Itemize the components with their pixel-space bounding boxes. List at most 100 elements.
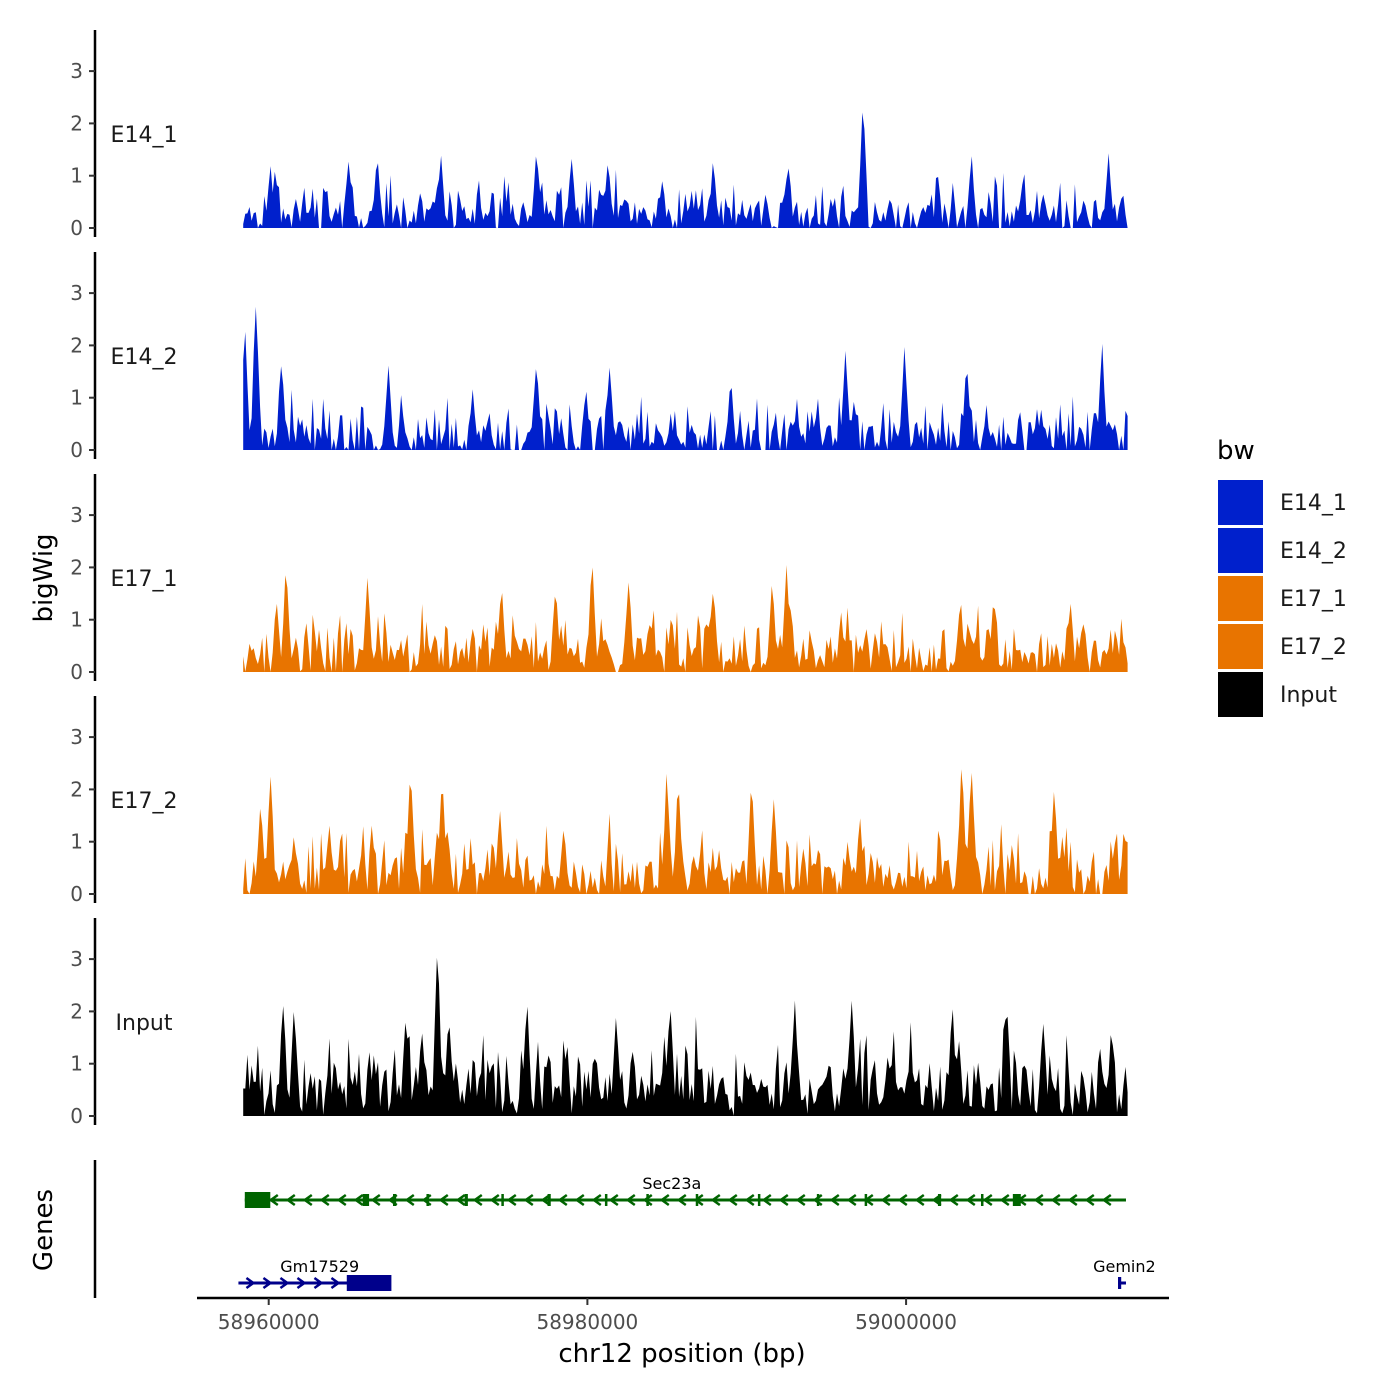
strand-arrow: [795, 1193, 806, 1207]
exon-block: [864, 1194, 868, 1206]
strand-arrow: [914, 1193, 925, 1207]
exon-block: [980, 1194, 984, 1206]
y-tick-label: 2: [70, 999, 83, 1023]
strand-arrow: [472, 1193, 483, 1207]
strand-arrow: [489, 1193, 500, 1207]
gene-label: Gemin2: [1093, 1257, 1156, 1276]
track-E14_1: 0 1 2 3 E14_1: [70, 30, 1128, 240]
track-label: E14_2: [111, 345, 178, 370]
x-tick-label: 58960000: [218, 1310, 320, 1334]
strand-arrow: [659, 1193, 670, 1207]
strand-arrow: [625, 1193, 636, 1207]
strand-arrow: [965, 1193, 976, 1207]
y-tick-label: 2: [70, 111, 83, 135]
strand-arrow: [557, 1193, 568, 1207]
strand-arrow: [744, 1193, 755, 1207]
bigwig-track-panels: 0 1 2 3 E14_1 0 1 2 3 E14_2 0 1 2 3 E17_1 0 1 2 3 E17_2 0 1 2 3…: [70, 30, 1128, 1128]
coverage-area-E14_2: [243, 306, 1128, 450]
y-tick-label: 3: [70, 59, 83, 83]
strand-arrow: [330, 1276, 341, 1290]
strand-arrow: [296, 1276, 307, 1290]
exon-block: [362, 1194, 370, 1206]
legend-swatch: [1218, 624, 1263, 669]
legend-swatch: [1218, 480, 1263, 525]
y-tick-label: 0: [70, 216, 83, 240]
exon-block: [1012, 1194, 1021, 1206]
legend-swatch: [1218, 672, 1263, 717]
legend-entry-Input: Input: [1218, 672, 1337, 717]
strand-arrow: [846, 1193, 857, 1207]
y-tick-label: 0: [70, 660, 83, 684]
genes-panel: Sec23a Gm17529 Gemin2: [93, 1160, 1156, 1298]
track-label: E14_1: [111, 123, 178, 148]
track-Input: 0 1 2 3 Input: [70, 918, 1128, 1128]
legend-entry-E17_1: E17_1: [1218, 576, 1347, 621]
legend-title: bw: [1217, 436, 1255, 466]
strand-arrow: [319, 1193, 330, 1207]
exon-block: [426, 1194, 429, 1206]
strand-arrow: [336, 1193, 347, 1207]
strand-arrow: [948, 1193, 959, 1207]
track-label: Input: [116, 1011, 173, 1036]
track-E17_2: 0 1 2 3 E17_2: [70, 696, 1128, 906]
strand-arrow: [506, 1193, 517, 1207]
y-tick-label: 1: [70, 830, 83, 854]
strand-arrow: [1033, 1193, 1044, 1207]
strand-arrow: [370, 1193, 381, 1207]
strand-arrow: [1067, 1193, 1078, 1207]
exon-block: [604, 1194, 608, 1206]
coverage-area-E17_1: [243, 565, 1128, 672]
exon-block: [695, 1194, 699, 1206]
track-label: E17_2: [111, 789, 178, 814]
strand-arrow: [897, 1193, 908, 1207]
strand-arrow: [404, 1193, 415, 1207]
exon-block: [1118, 1277, 1122, 1289]
y-tick-label: 0: [70, 1104, 83, 1128]
track-E14_2: 0 1 2 3 E14_2: [70, 252, 1128, 462]
gene-label: Sec23a: [642, 1174, 701, 1193]
strand-arrow: [285, 1193, 296, 1207]
y-tick-label: 3: [70, 281, 83, 305]
exon-block: [937, 1194, 942, 1206]
legend-entry-E14_2: E14_2: [1218, 528, 1347, 573]
exon-block: [346, 1275, 392, 1291]
y-tick-label: 2: [70, 333, 83, 357]
gene-Sec23a: Sec23a: [244, 1174, 1126, 1208]
y-tick-label: 3: [70, 503, 83, 527]
track-label: E17_1: [111, 567, 178, 592]
strand-arrow: [1050, 1193, 1061, 1207]
strand-arrow: [1101, 1193, 1112, 1207]
legend-swatch: [1218, 528, 1263, 573]
y-tick-label: 1: [70, 164, 83, 188]
x-axis: 58960000 58980000 59000000: [197, 1296, 1169, 1334]
legend-label: E17_2: [1280, 635, 1347, 660]
y-tick-label: 1: [70, 1052, 83, 1076]
strand-arrow: [279, 1276, 290, 1290]
legend-entry-E17_2: E17_2: [1218, 624, 1347, 669]
strand-arrow: [523, 1193, 534, 1207]
legend-entry-E14_1: E14_1: [1218, 480, 1347, 525]
strand-arrow: [245, 1276, 256, 1290]
y-axis-title: bigWig: [29, 533, 59, 622]
y-tick-label: 2: [70, 555, 83, 579]
strand-arrow: [778, 1193, 789, 1207]
exon-block: [501, 1194, 504, 1206]
exon-block: [816, 1194, 820, 1206]
legend-label: E17_1: [1280, 587, 1347, 612]
exon-block: [244, 1192, 271, 1208]
strand-arrow: [676, 1193, 687, 1207]
x-axis-title: chr12 position (bp): [558, 1339, 805, 1369]
y-tick-label: 1: [70, 608, 83, 632]
strand-arrow: [812, 1193, 823, 1207]
track-E17_1: 0 1 2 3 E17_1: [70, 474, 1128, 684]
coverage-area-Input: [243, 957, 1128, 1116]
y-tick-label: 3: [70, 725, 83, 749]
exon-block: [547, 1194, 551, 1206]
gene-Gemin2: Gemin2: [1093, 1257, 1156, 1289]
legend-swatch: [1218, 576, 1263, 621]
gene-Gm17529: Gm17529: [238, 1257, 392, 1291]
legend: bw E14_1 E14_2 E17_1 E17_2 Input: [1217, 436, 1347, 717]
strand-arrow: [313, 1276, 324, 1290]
strand-arrow: [608, 1193, 619, 1207]
